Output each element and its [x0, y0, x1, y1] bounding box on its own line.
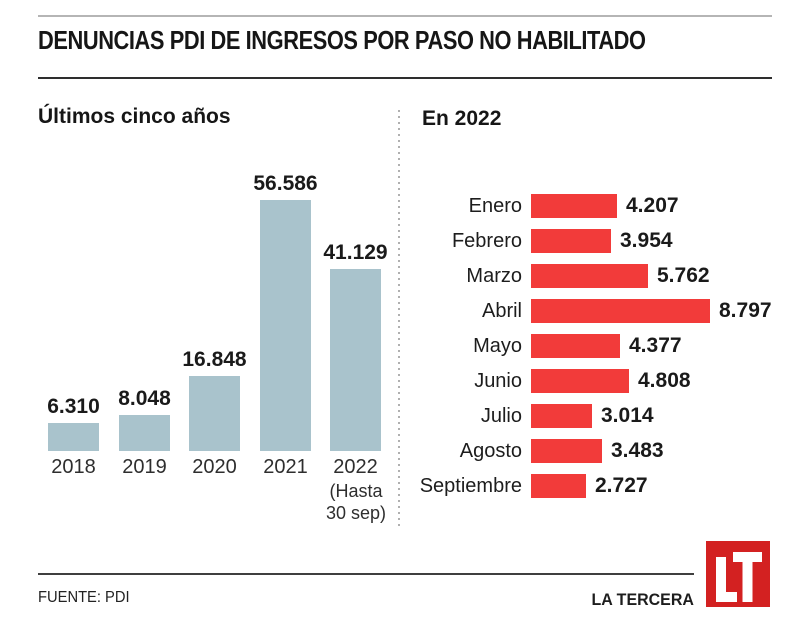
annual-value-label-2020: 16.848 — [182, 348, 247, 371]
brand-name: LA TERCERA — [591, 590, 694, 609]
annual-value-label-2018: 6.310 — [47, 395, 100, 418]
monthly-bar-Febrero — [531, 229, 611, 253]
annual-category-label-2022: 2022 — [333, 456, 378, 478]
panel-divider-dotted-line — [398, 110, 400, 528]
annual-category-label-2019: 2019 — [122, 456, 167, 478]
monthly-value-label-Enero: 4.207 — [626, 194, 679, 217]
monthly-bar-Julio — [531, 404, 592, 428]
annual-bar-2019 — [119, 415, 170, 451]
monthly-category-label-Marzo: Marzo — [466, 265, 522, 287]
monthly-value-label-Mayo: 4.377 — [629, 334, 682, 357]
monthly-value-label-Marzo: 5.762 — [657, 264, 710, 287]
monthly-value-label-Febrero: 3.954 — [620, 229, 673, 252]
annual-category-label-2018: 2018 — [51, 456, 96, 478]
annual-bar-2022 — [330, 269, 381, 451]
monthly-value-label-Julio: 3.014 — [601, 404, 654, 427]
monthly-value-label-Septiembre: 2.727 — [595, 474, 648, 497]
monthly-bar-Junio — [531, 369, 629, 393]
annual-chart-title: Últimos cinco años — [38, 105, 231, 128]
monthly-category-label-Enero: Enero — [468, 195, 522, 217]
monthly-category-label-Agosto: Agosto — [459, 440, 522, 462]
title-underline-rule — [38, 77, 772, 79]
monthly-value-label-Abril: 8.797 — [719, 299, 772, 322]
monthly-category-label-Abril: Abril — [481, 300, 522, 322]
annual-value-label-2022: 41.129 — [323, 241, 388, 264]
la-tercera-lt-logo-icon — [706, 541, 770, 607]
annual-bar-2021 — [260, 200, 311, 451]
annual-category-label-2021: 2021 — [263, 456, 308, 478]
annual-2022-note: (Hasta 30 sep) — [306, 480, 406, 524]
monthly-bar-Marzo — [531, 264, 648, 288]
annual-bar-2020 — [189, 376, 240, 451]
annual-2022-note-line1: (Hasta — [329, 481, 383, 501]
monthly-bar-Mayo — [531, 334, 620, 358]
monthly-value-label-Junio: 4.808 — [638, 369, 691, 392]
page-title: DENUNCIAS PDI DE INGRESOS POR PASO NO HA… — [38, 25, 646, 55]
monthly-category-label-Febrero: Febrero — [451, 230, 522, 252]
monthly-value-label-Agosto: 3.483 — [611, 439, 664, 462]
annual-category-label-2020: 2020 — [192, 456, 237, 478]
monthly-bar-Enero — [531, 194, 617, 218]
top-rule — [38, 15, 772, 17]
annual-2022-note-line2: 30 sep) — [325, 503, 387, 523]
monthly-category-label-Mayo: Mayo — [473, 335, 522, 357]
annual-value-label-2021: 56.586 — [253, 172, 318, 195]
monthly-chart-title: En 2022 — [422, 107, 502, 130]
monthly-bar-Septiembre — [531, 474, 586, 498]
source-label: FUENTE: PDI — [38, 589, 130, 606]
monthly-bar-Abril — [531, 299, 710, 323]
annual-value-label-2019: 8.048 — [118, 387, 171, 410]
monthly-category-label-Septiembre: Septiembre — [419, 475, 522, 497]
annual-bar-2018 — [48, 423, 99, 451]
monthly-category-label-Junio: Junio — [474, 370, 522, 392]
footer-rule — [38, 573, 694, 575]
monthly-bar-Agosto — [531, 439, 602, 463]
monthly-category-label-Julio: Julio — [480, 405, 522, 427]
